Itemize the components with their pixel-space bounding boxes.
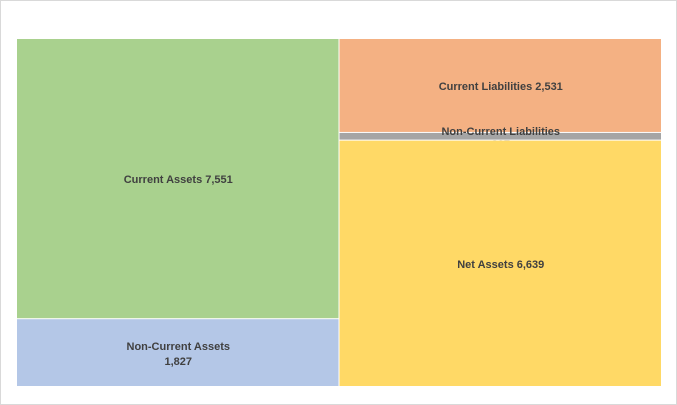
tile-non-current-assets [17, 319, 339, 386]
tile-current-assets [17, 39, 339, 319]
label-non-current-assets: Non-Current Assets 1,827 [127, 341, 231, 368]
tile-current-liabilities [339, 39, 661, 132]
tile-net-assets [339, 140, 661, 386]
label-current-assets: Current Assets 7,551 [124, 174, 233, 186]
label-net-assets: Net Assets 6,639 [457, 259, 544, 271]
tile-non-current-liabilities [339, 132, 661, 140]
label-current-liabilities: Current Liabilities 2,531 [439, 81, 563, 93]
